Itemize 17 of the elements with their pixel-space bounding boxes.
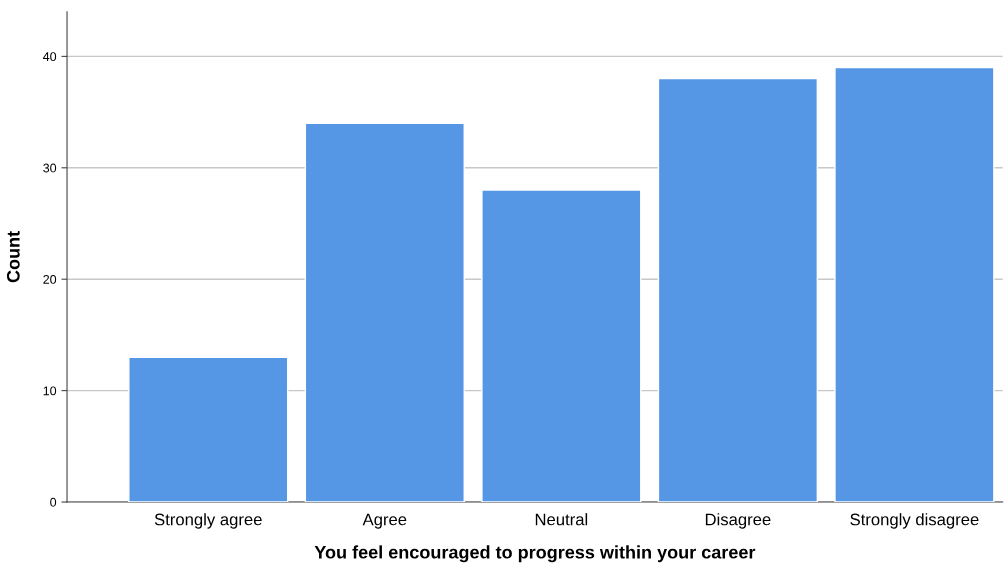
x-axis-title: You feel encouraged to progress within your career xyxy=(314,545,756,563)
x-tick-label: Neutral xyxy=(535,513,588,526)
bar xyxy=(657,77,819,503)
y-tick-label: 40 xyxy=(43,52,57,62)
bar xyxy=(304,122,465,503)
y-axis-title: Count xyxy=(6,231,20,283)
bar xyxy=(128,356,289,503)
x-tick-label: Strongly disagree xyxy=(850,513,979,529)
bar xyxy=(834,66,995,503)
y-tick-label: 30 xyxy=(43,163,57,173)
y-tick-label: 0 xyxy=(50,497,57,507)
x-tick-label: Agree xyxy=(362,513,407,529)
y-tick-label: 20 xyxy=(43,275,57,284)
x-tick-label: Disagree xyxy=(705,513,771,529)
bar xyxy=(481,189,642,503)
y-tick-label: 10 xyxy=(43,386,57,396)
x-tick-label: Strongly agree xyxy=(154,513,262,529)
